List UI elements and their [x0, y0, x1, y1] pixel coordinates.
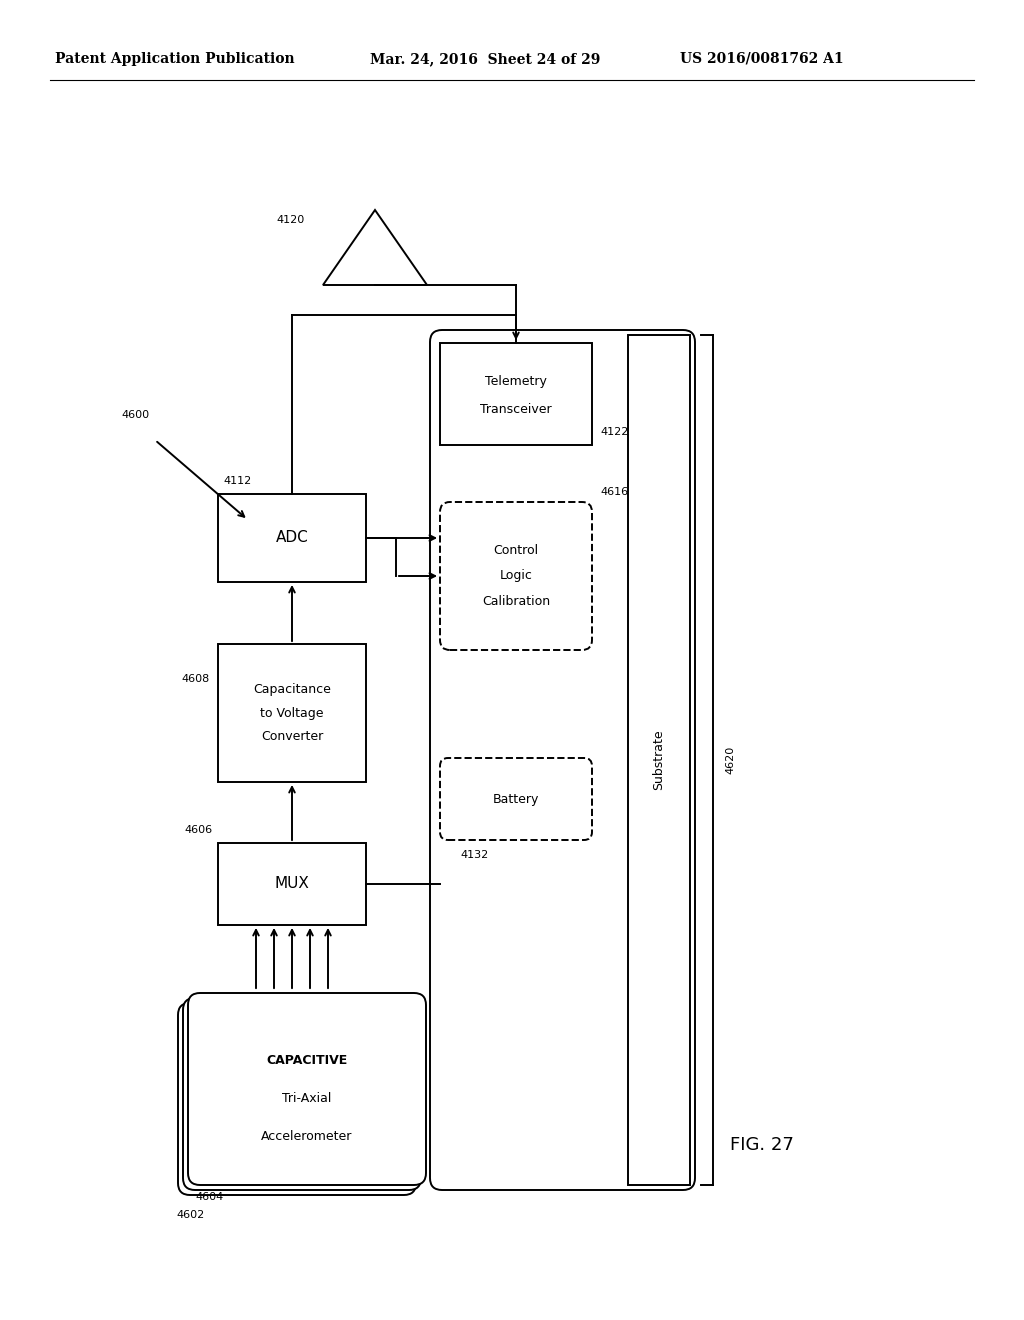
Bar [218, 644, 366, 781]
Text: MUX: MUX [274, 876, 309, 891]
Bar [218, 843, 366, 925]
Text: to Voltage: to Voltage [260, 706, 324, 719]
Text: 4620: 4620 [725, 746, 735, 774]
Text: 4120: 4120 [276, 215, 305, 224]
Text: Patent Application Publication: Patent Application Publication [55, 51, 295, 66]
Text: 4608: 4608 [181, 673, 210, 684]
Bar [628, 335, 690, 1185]
Text: Calibration: Calibration [482, 594, 550, 607]
Text: FIG. 27: FIG. 27 [730, 1137, 794, 1154]
Text: 4122: 4122 [600, 426, 629, 437]
Text: Battery: Battery [493, 792, 540, 805]
Text: Transceiver: Transceiver [480, 403, 552, 416]
Text: Tri-Axial: Tri-Axial [283, 1092, 332, 1105]
Text: Accelerometer: Accelerometer [261, 1130, 352, 1143]
Text: 4602: 4602 [176, 1210, 204, 1220]
Text: Mar. 24, 2016  Sheet 24 of 29: Mar. 24, 2016 Sheet 24 of 29 [370, 51, 600, 66]
Text: 4604: 4604 [195, 1192, 223, 1203]
Text: Capacitance: Capacitance [253, 682, 331, 696]
FancyBboxPatch shape [183, 998, 421, 1191]
Text: Converter: Converter [261, 730, 324, 743]
FancyBboxPatch shape [178, 1003, 416, 1195]
Text: 4616: 4616 [600, 487, 628, 498]
Text: CAPACITIVE: CAPACITIVE [266, 1053, 347, 1067]
FancyBboxPatch shape [440, 502, 592, 649]
Text: 4600: 4600 [121, 411, 150, 420]
Text: ADC: ADC [275, 531, 308, 545]
Text: Control: Control [494, 544, 539, 557]
Text: 4606: 4606 [185, 825, 213, 836]
Text: Telemetry: Telemetry [485, 375, 547, 388]
Text: 4132: 4132 [460, 850, 488, 861]
Bar [218, 494, 366, 582]
FancyBboxPatch shape [188, 993, 426, 1185]
Bar [440, 343, 592, 445]
Text: 4112: 4112 [223, 477, 251, 486]
Text: US 2016/0081762 A1: US 2016/0081762 A1 [680, 51, 844, 66]
Text: Substrate: Substrate [652, 730, 666, 791]
Text: Logic: Logic [500, 569, 532, 582]
FancyBboxPatch shape [440, 758, 592, 840]
